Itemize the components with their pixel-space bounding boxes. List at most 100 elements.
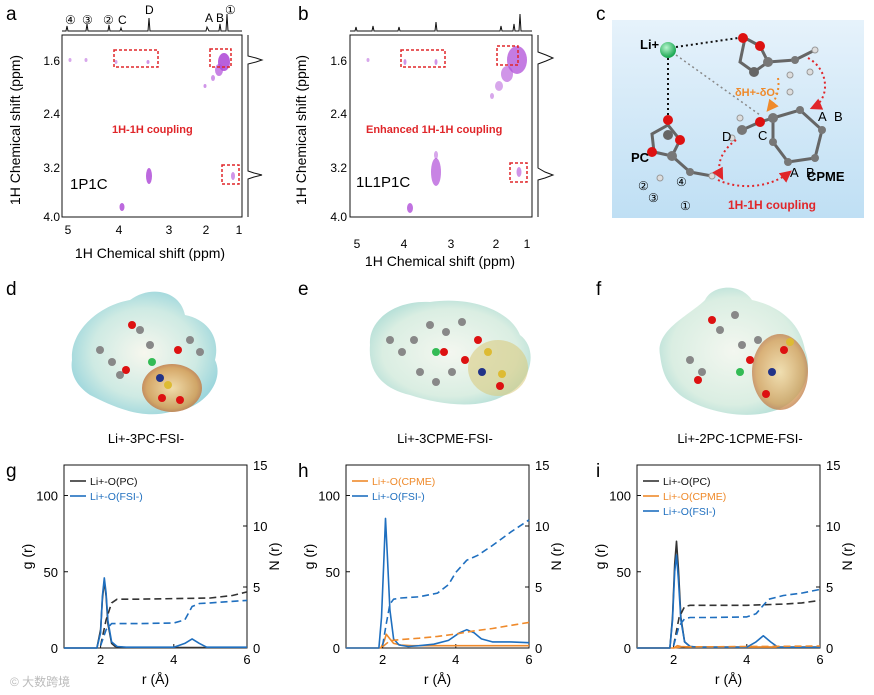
y-left-axis-label: g (r) xyxy=(19,544,35,570)
nmr-a-ytick-1: 2.4 xyxy=(43,107,60,121)
y-left-tick-label: 100 xyxy=(609,489,631,504)
x-tick-label: 2 xyxy=(97,652,104,667)
cluster-d: Li+-3PC-FSI- xyxy=(71,291,218,446)
cpme-molecule xyxy=(728,88,826,166)
nmr-top-label-1: ① xyxy=(225,3,236,17)
nmr-top-label-b: B xyxy=(216,11,224,25)
scheme-label-b2: B xyxy=(806,165,815,180)
li-ion-sphere xyxy=(660,42,676,58)
y-left-tick-label: 50 xyxy=(44,565,58,580)
scheme-cpme-label: CPME xyxy=(807,169,845,184)
panel-label-f: f xyxy=(596,279,602,300)
y-right-tick-label: 15 xyxy=(253,458,267,473)
series-line-n-pc- xyxy=(99,591,248,646)
legend-label: Li+-O(FSI-) xyxy=(372,491,425,503)
scheme-li-label: Li+ xyxy=(640,37,660,52)
legend-label: Li+-O(FSI-) xyxy=(90,491,143,503)
nmr-top-label-a: A xyxy=(205,11,213,25)
nmr-a-xtick-2: 3 xyxy=(166,223,173,237)
nmr-annotation-a: 1H-1H coupling xyxy=(112,124,193,136)
cluster-e-label: Li+-3CPME-FSI- xyxy=(397,431,493,446)
y-right-axis-label: N (r) xyxy=(839,543,855,571)
scheme-label-c: C xyxy=(758,128,767,143)
x-tick-label: 4 xyxy=(452,652,459,667)
series-line-n-fsi- xyxy=(672,588,821,646)
nmr-side-spectrum-a xyxy=(247,35,264,217)
legend-label: Li+-O(FSI-) xyxy=(663,506,716,518)
scheme-pc-label: PC xyxy=(631,150,650,165)
nmr-b-xtick-0: 5 xyxy=(354,237,361,251)
scheme-num-2: ② xyxy=(638,179,649,193)
panel-label-h: h xyxy=(298,461,309,482)
series-line-n-fsi- xyxy=(381,519,530,646)
legend-label: Li+-O(CPME) xyxy=(663,491,726,503)
nmr-highlight-b1 xyxy=(400,49,446,68)
coupling-arrow-3 xyxy=(717,170,792,188)
series-line-n-fsi- xyxy=(99,599,248,646)
scheme-num-4: ④ xyxy=(676,175,687,189)
x-tick-label: 6 xyxy=(525,652,532,667)
x-tick-label: 4 xyxy=(743,652,750,667)
scheme-coupling-label: 1H-1H coupling xyxy=(728,198,816,212)
nmr-b-ytick-3: 4.0 xyxy=(330,210,347,224)
legend-label: Li+-O(CPME) xyxy=(372,476,435,488)
rdf-frame-g xyxy=(63,464,248,649)
series-line-n-cpme- xyxy=(673,645,821,649)
x-axis-label: r (Å) xyxy=(424,671,451,687)
scheme-label-a2: A xyxy=(790,165,799,180)
series-line-n-cpme- xyxy=(382,621,530,648)
panel-label-i: i xyxy=(596,461,600,482)
nmr-a-xlabel: 1H Chemical shift (ppm) xyxy=(75,245,225,261)
y-right-tick-label: 0 xyxy=(535,641,542,656)
y-right-axis-label: N (r) xyxy=(548,543,564,571)
scheme-label-b1: B xyxy=(834,109,843,124)
y-right-tick-label: 0 xyxy=(826,641,833,656)
panel-label-b: b xyxy=(298,4,309,25)
nmr-b-xtick-2: 3 xyxy=(448,237,455,251)
scheme-num-3: ③ xyxy=(648,191,659,205)
nmr-annotation-b: Enhanced 1H-1H coupling xyxy=(366,124,502,136)
panel-label-d: d xyxy=(6,279,17,300)
y-left-axis-label: g (r) xyxy=(592,544,608,570)
nmr-a-xtick-3: 2 xyxy=(203,223,210,237)
watermark: © 大数跨境 xyxy=(10,674,70,689)
nmr-a-xtick-1: 4 xyxy=(116,223,123,237)
x-tick-label: 4 xyxy=(170,652,177,667)
y-right-tick-label: 10 xyxy=(253,519,267,534)
nmr-peaks-b xyxy=(366,46,527,213)
panel-label-a: a xyxy=(6,4,17,25)
y-right-tick-label: 10 xyxy=(535,519,549,534)
y-left-tick-label: 0 xyxy=(333,641,340,656)
nmr-highlight-b3 xyxy=(509,162,528,183)
y-left-tick-label: 50 xyxy=(617,565,631,580)
coupling-arrow-2 xyxy=(712,139,737,181)
x-tick-label: 6 xyxy=(816,652,823,667)
nmr-sample-b: 1L1P1C xyxy=(356,174,410,191)
nmr-b-ytick-2: 3.2 xyxy=(330,161,347,175)
rdf-frame-h xyxy=(345,464,530,649)
cluster-d-label: Li+-3PC-FSI- xyxy=(108,431,184,446)
rdf-frame-i xyxy=(636,464,821,649)
y-left-tick-label: 0 xyxy=(624,641,631,656)
cluster-f: Li+-2PC-1CPME-FSI- xyxy=(659,287,809,446)
nmr-b-ytick-1: 2.4 xyxy=(330,107,347,121)
y-right-tick-label: 5 xyxy=(535,580,542,595)
nmr-a-xtick-4: 1 xyxy=(236,223,243,237)
nmr-frame-a xyxy=(61,34,243,218)
cluster-f-label: Li+-2PC-1CPME-FSI- xyxy=(677,431,802,446)
nmr-a-ytick-2: 3.2 xyxy=(43,161,60,175)
y-left-tick-label: 100 xyxy=(318,489,340,504)
nmr-sample-a: 1P1C xyxy=(70,176,108,193)
y-right-tick-label: 5 xyxy=(253,580,260,595)
legend-label: Li+-O(PC) xyxy=(663,476,711,488)
x-tick-label: 2 xyxy=(670,652,677,667)
scheme-label-a1: A xyxy=(818,109,827,124)
nmr-a-ytick-3: 4.0 xyxy=(43,210,60,224)
scheme-label-d: D xyxy=(722,129,731,144)
coordination-line-1 xyxy=(675,37,739,48)
series-line-li-o-fsi- xyxy=(64,577,247,649)
series-line-li-o-fsi- xyxy=(346,517,530,649)
